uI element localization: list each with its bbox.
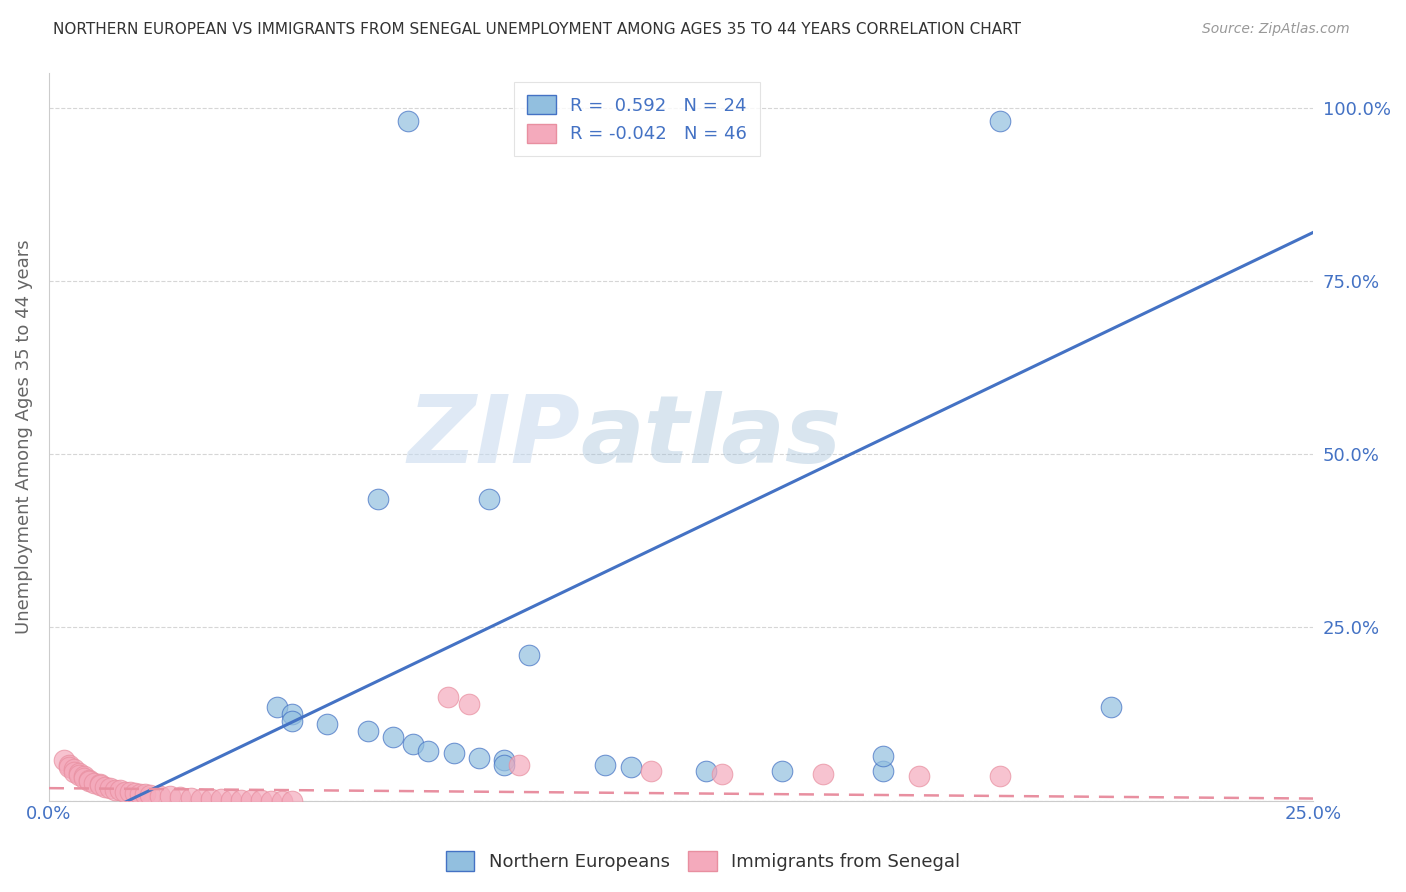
Point [418,744,440,758]
Point [457,697,479,711]
Point [988,769,1011,783]
Point [73,772,96,786]
Y-axis label: Unemployment Among Ages 35 to 44 years: Unemployment Among Ages 35 to 44 years [15,239,32,634]
Point [209,792,232,806]
Point [219,793,242,807]
Point [169,790,191,805]
Point [58,757,80,772]
Point [593,757,616,772]
Point [200,792,222,806]
Point [811,767,834,781]
Point [79,772,101,787]
Point [695,764,717,778]
Text: NORTHERN EUROPEAN VS IMMIGRANTS FROM SENEGAL UNEMPLOYMENT AMONG AGES 35 TO 44 YE: NORTHERN EUROPEAN VS IMMIGRANTS FROM SEN… [53,22,1021,37]
Text: Source: ZipAtlas.com: Source: ZipAtlas.com [1202,22,1350,37]
Point [478,492,501,507]
Point [114,784,136,798]
Point [104,782,127,797]
Point [190,791,212,805]
Point [134,788,156,802]
Point [437,690,460,704]
Point [139,788,162,802]
Point [73,769,96,783]
Point [266,700,288,714]
Point [356,724,378,739]
Point [468,750,491,764]
Point [58,760,80,774]
Point [494,753,516,767]
Legend: Northern Europeans, Immigrants from Senegal: Northern Europeans, Immigrants from Sene… [439,844,967,879]
Point [108,783,131,797]
Point [89,777,111,791]
Point [129,787,152,801]
Point [770,764,793,778]
Point [316,717,339,731]
Point [367,492,389,507]
Point [89,778,111,792]
Point [619,760,641,774]
Point [240,793,263,807]
Point [494,757,516,772]
Point [710,767,733,781]
Point [118,785,141,799]
Point [93,780,115,794]
Point [250,793,273,807]
Point [907,769,929,783]
Point [988,114,1011,128]
Text: ZIP: ZIP [408,391,581,483]
Point [98,781,121,796]
Point [872,748,894,763]
Point [180,790,202,805]
Point [63,763,86,777]
Point [280,706,302,721]
Point [63,764,86,779]
Point [402,737,425,751]
Point [231,793,253,807]
Point [83,775,105,789]
Text: atlas: atlas [581,391,841,483]
Point [280,794,302,808]
Point [1099,700,1122,714]
Point [396,114,419,128]
Point [53,753,76,767]
Point [519,648,541,662]
Point [67,768,90,782]
Point [149,789,172,803]
Point [270,794,292,808]
Point [67,765,90,780]
Point [640,764,662,778]
Point [872,764,894,778]
Point [443,747,465,761]
Point [79,774,101,789]
Point [124,786,146,800]
Legend: R =  0.592   N = 24, R = -0.042   N = 46: R = 0.592 N = 24, R = -0.042 N = 46 [515,82,759,156]
Point [508,757,530,772]
Point [280,714,302,728]
Point [260,794,283,808]
Point [159,789,181,804]
Point [381,730,404,744]
